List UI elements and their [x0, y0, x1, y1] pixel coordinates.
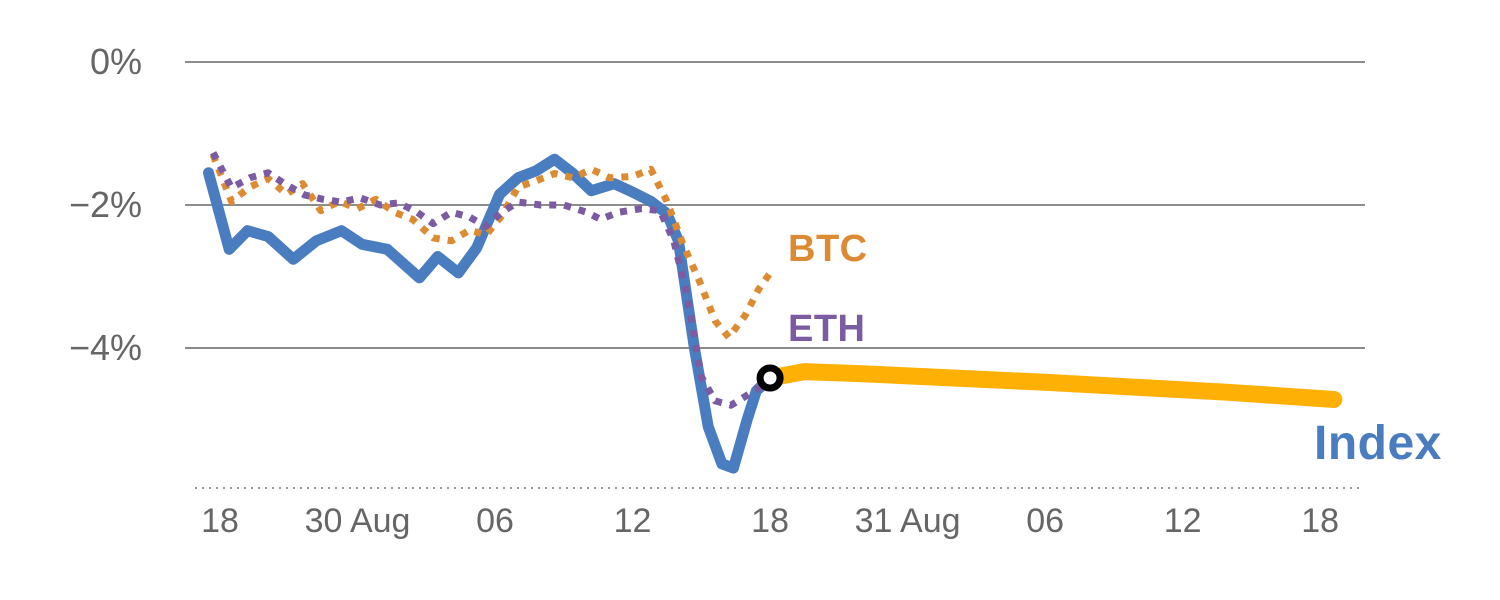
eth-series-line — [210, 151, 773, 409]
y-tick-label: 0% — [90, 41, 142, 82]
x-tick-label: 12 — [1164, 502, 1202, 540]
index-forecast-line — [761, 363, 1343, 408]
x-tick-label: 31 Aug — [855, 502, 961, 540]
x-tick-label: 06 — [476, 502, 514, 540]
x-tick-label: 18 — [1301, 502, 1339, 540]
x-tick-label: 06 — [1026, 502, 1064, 540]
x-tick-label: 18 — [201, 502, 239, 540]
index-series-label: Index — [1314, 417, 1442, 470]
x-tick-label: 30 Aug — [305, 502, 411, 540]
y-tick-label: −2% — [69, 184, 142, 225]
y-tick-label: −4% — [69, 327, 142, 368]
x-tick-label: 18 — [751, 502, 789, 540]
forecast-start-marker — [756, 364, 784, 392]
btc-series-label: BTC — [788, 228, 868, 270]
x-tick-label: 12 — [614, 502, 652, 540]
btc-series-line — [209, 153, 773, 341]
index-series-line — [203, 153, 776, 474]
eth-series-label: ETH — [788, 308, 866, 350]
